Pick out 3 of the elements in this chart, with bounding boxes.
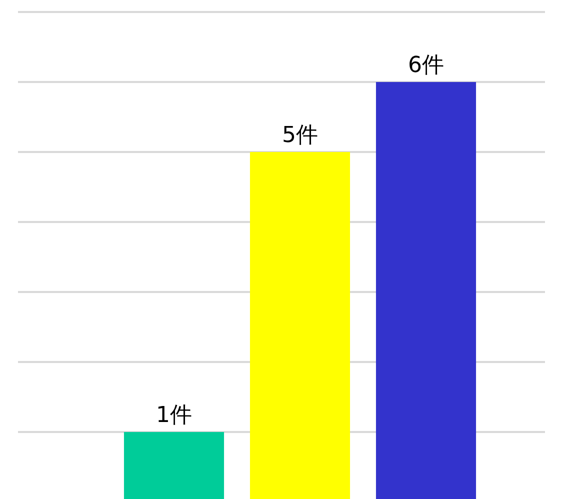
data-label: 6件 [408,53,444,78]
data-label: 1件 [156,403,192,428]
data-label: 5件 [282,123,318,148]
